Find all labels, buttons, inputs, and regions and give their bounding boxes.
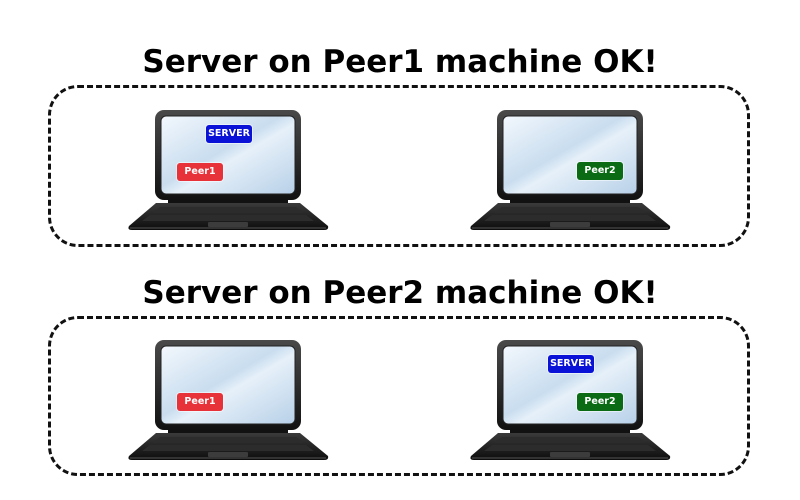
scenario-1-peer2-laptop: Peer2 [470,108,680,233]
scenario-2-network-box [48,316,750,476]
scenario-1-title: Server on Peer1 machine OK! [142,44,658,80]
peer1-badge: Peer1 [177,163,223,181]
scenario-2-peer2-laptop: SERVER Peer2 [470,338,680,463]
laptop-icon [470,109,671,231]
scenario-1-peer1-laptop: SERVER Peer1 [128,108,338,233]
laptop-icon [128,339,329,461]
server-badge: SERVER [206,125,252,143]
server-badge: SERVER [548,355,594,373]
peer2-badge: Peer2 [577,162,623,180]
peer1-badge: Peer1 [177,393,223,411]
peer2-badge: Peer2 [577,393,623,411]
scenario-2-title: Server on Peer2 machine OK! [142,275,658,311]
scenario-2-peer1-laptop: Peer1 [128,338,338,463]
scenario-1-network-box [48,85,750,247]
